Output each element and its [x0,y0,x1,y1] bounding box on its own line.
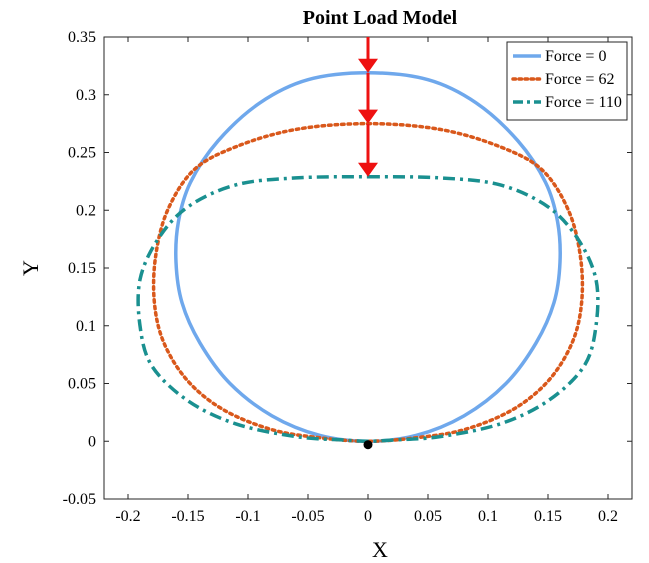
y-tick-label: 0.2 [76,202,96,219]
legend-label: Force = 62 [545,71,614,88]
load-arrow-head [358,162,378,177]
y-tick-label: 0.3 [76,87,96,104]
y-tick-label: 0.1 [76,318,96,335]
x-tick-label: -0.2 [115,508,140,525]
chart-title: Point Load Model [303,7,458,29]
x-tick-label: 0.05 [414,508,442,525]
x-tick-label: 0.1 [478,508,498,525]
x-tick-label: 0 [364,508,372,525]
x-tick-label: -0.15 [171,508,204,525]
y-tick-label: 0.35 [68,29,96,46]
load-arrow-head [358,58,378,73]
y-tick-label: 0 [88,433,96,450]
x-axis-label: X [372,537,388,562]
y-tick-label: -0.05 [63,491,96,508]
y-tick-label: 0.05 [68,376,96,393]
x-tick-label: -0.05 [291,508,324,525]
x-axis-ticks: -0.2 -0.15 -0.1 -0.05 0 0.05 0.1 0.15 0.2 [115,37,618,525]
y-axis-label: Y [18,260,43,276]
x-tick-label: 0.15 [534,508,562,525]
load-point-marker [363,440,373,450]
legend-label: Force = 0 [545,48,606,65]
load-arrows [358,37,378,177]
y-tick-label: 0.15 [68,260,96,277]
load-arrow-head [358,109,378,124]
legend-label: Force = 110 [545,94,622,111]
x-tick-label: -0.1 [235,508,260,525]
y-axis-ticks: -0.05 0 0.05 0.1 0.15 0.2 0.25 0.3 0.35 [63,29,632,508]
legend: Force = 0 Force = 62 Force = 110 [506,41,628,121]
y-tick-label: 0.25 [68,145,96,162]
x-tick-label: 0.2 [598,508,618,525]
